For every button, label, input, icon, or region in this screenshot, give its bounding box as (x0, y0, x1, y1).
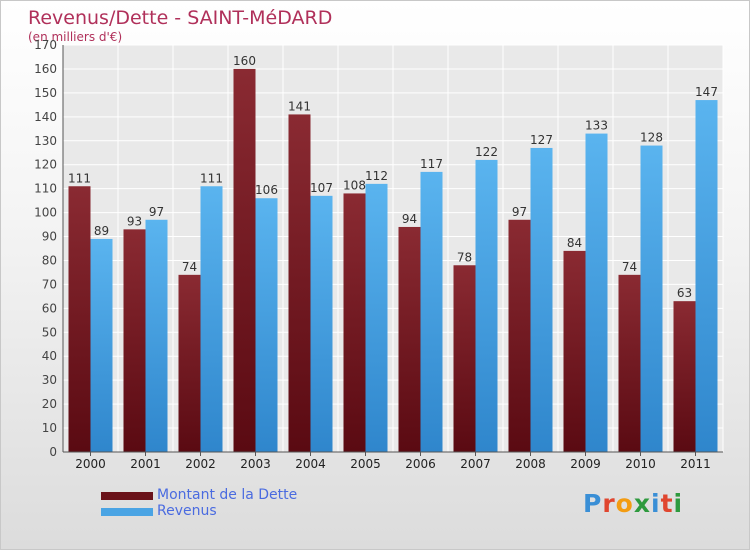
bar-revenus (640, 145, 663, 452)
y-tick-label: 20 (42, 397, 57, 411)
bar-value-label: 111 (68, 171, 91, 185)
legend-label-debt: Montant de la Dette (157, 487, 298, 503)
bar-dette (673, 301, 696, 452)
proxiti-logo: Proxiti (583, 489, 683, 518)
y-tick-label: 110 (34, 182, 57, 196)
bar-dette (618, 274, 641, 452)
x-tick-label: 2011 (680, 457, 711, 471)
legend-swatch-debt (101, 492, 153, 500)
bar-revenus (695, 100, 718, 453)
bar-value-label: 74 (182, 260, 197, 274)
logo-letter: t (660, 489, 674, 518)
bar-value-label: 160 (233, 54, 256, 68)
y-tick-label: 30 (42, 373, 57, 387)
logo-letter: r (602, 489, 616, 518)
x-tick-label: 2002 (185, 457, 216, 471)
x-tick-label: 2003 (240, 457, 271, 471)
x-tick-label: 2000 (75, 457, 106, 471)
bar-revenus (255, 198, 278, 452)
y-tick-label: 120 (34, 158, 57, 172)
logo-letter: o (615, 489, 634, 518)
x-tick-label: 2010 (625, 457, 656, 471)
bar-dette (508, 219, 531, 452)
chart-subtitle: (en milliers d'€) (28, 30, 123, 44)
bar-value-label: 108 (343, 178, 366, 192)
y-tick-label: 90 (42, 230, 57, 244)
y-tick-label: 10 (42, 421, 57, 435)
y-tick-label: 170 (34, 38, 57, 52)
bar-value-label: 97 (149, 205, 164, 219)
bar-value-label: 147 (695, 85, 718, 99)
y-tick-label: 150 (34, 86, 57, 100)
bar-dette (288, 114, 311, 452)
y-tick-label: 60 (42, 301, 57, 315)
bar-value-label: 78 (457, 250, 472, 264)
logo-letter: i (651, 489, 661, 518)
x-tick-label: 2007 (460, 457, 491, 471)
bar-dette (178, 274, 201, 452)
bar-dette (68, 186, 91, 453)
bar-value-label: 74 (622, 260, 637, 274)
x-tick-label: 2005 (350, 457, 381, 471)
bar-revenus (585, 133, 608, 453)
bar-revenus (420, 171, 443, 452)
x-tick-label: 2009 (570, 457, 601, 471)
bar-value-label: 133 (585, 119, 608, 133)
y-tick-label: 40 (42, 349, 57, 363)
bar-value-label: 141 (288, 99, 311, 113)
x-tick-label: 2004 (295, 457, 326, 471)
y-tick-label: 130 (34, 134, 57, 148)
bar-value-label: 97 (512, 205, 527, 219)
axes: 0 10 20 30 40 50 60 70 80 90 100 110 120 130 140 150 160… (34, 38, 723, 471)
bar-value-label: 128 (640, 131, 663, 145)
bar-revenus (530, 147, 553, 452)
bar-dette (233, 68, 256, 453)
x-tick-label: 2006 (405, 457, 436, 471)
logo-letter: x (633, 489, 651, 518)
bar-value-label: 127 (530, 133, 553, 147)
bar-value-label: 107 (310, 181, 333, 195)
bar-value-label: 112 (365, 169, 388, 183)
y-tick-label: 50 (42, 325, 57, 339)
bar-value-label: 117 (420, 157, 443, 171)
bar-dette (343, 193, 366, 452)
y-tick-label: 140 (34, 110, 57, 124)
y-tick-label: 70 (42, 277, 57, 291)
bar-dette (398, 226, 421, 452)
bar-revenus (310, 195, 333, 452)
bar-value-label: 122 (475, 145, 498, 159)
bar-value-label: 84 (567, 236, 582, 250)
bar-value-label: 106 (255, 183, 278, 197)
bar-dette (123, 229, 146, 452)
bar-revenus (365, 183, 388, 452)
bar-dette (563, 250, 586, 452)
legend-swatch-revenus (101, 508, 153, 516)
bar-revenus (145, 219, 168, 452)
logo-letter: P (583, 489, 603, 518)
bar-value-label: 89 (94, 224, 109, 238)
bar-revenus (200, 186, 223, 453)
bar-value-label: 93 (127, 214, 142, 228)
logo-letter: i (673, 489, 684, 518)
x-tick-label: 2008 (515, 457, 546, 471)
y-tick-label: 100 (34, 206, 57, 220)
bar-value-label: 63 (677, 286, 692, 300)
y-tick-label: 80 (42, 253, 57, 267)
x-tick-label: 2001 (130, 457, 161, 471)
bar-value-label: 111 (200, 171, 223, 185)
bar-value-label: 94 (402, 212, 417, 226)
bar-revenus (90, 238, 113, 452)
y-tick-label: 160 (34, 62, 57, 76)
legend-label-revenus: Revenus (157, 503, 217, 519)
bar-dette (453, 265, 476, 452)
bar-revenus (475, 159, 498, 452)
chart-title: Revenus/Dette - SAINT-MéDARD (28, 7, 333, 29)
y-tick-label: 0 (49, 445, 57, 459)
